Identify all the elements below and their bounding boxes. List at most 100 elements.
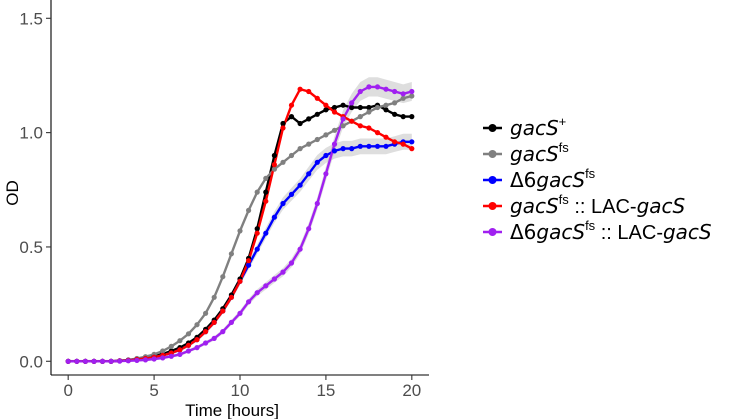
- data-point: [65, 358, 71, 364]
- data-point: [340, 102, 346, 108]
- data-point: [306, 88, 312, 95]
- legend-item: gacSfs: [483, 140, 569, 166]
- y-tick-label: 0.5: [19, 238, 43, 257]
- data-point: [99, 358, 106, 364]
- data-point: [383, 102, 389, 108]
- legend-key-point: [488, 176, 497, 184]
- data-point: [314, 136, 320, 143]
- data-point: [297, 120, 303, 127]
- data-point: [392, 100, 398, 106]
- data-point: [383, 86, 389, 92]
- data-point: [374, 143, 381, 149]
- data-point: [211, 294, 217, 300]
- data-point: [340, 123, 346, 129]
- data-point: [263, 175, 269, 181]
- legend-item: Δ6gacSfs :: LAC-gacS: [483, 218, 712, 244]
- data-point: [323, 107, 329, 113]
- x-axis-title: Time [hours]: [185, 401, 279, 419]
- data-point: [211, 335, 217, 341]
- data-point: [280, 120, 286, 127]
- data-point: [288, 191, 295, 197]
- data-point: [392, 111, 398, 117]
- legend-label: gacS+: [510, 114, 566, 140]
- data-point: [400, 91, 406, 97]
- legend-item: gacSfs :: LAC-gacS: [483, 192, 686, 218]
- data-point: [160, 348, 166, 354]
- data-point: [340, 116, 346, 122]
- data-point: [263, 189, 269, 195]
- series-line-3: [68, 88, 413, 363]
- x-tick-label: 20: [402, 381, 421, 400]
- x-tick-label: 10: [231, 381, 250, 400]
- data-point: [374, 130, 381, 136]
- data-point: [254, 246, 260, 252]
- data-point: [366, 143, 372, 149]
- legend-key-point: [488, 150, 497, 158]
- data-point: [185, 331, 192, 337]
- data-point: [211, 319, 217, 325]
- data-point: [288, 260, 295, 266]
- data-point: [409, 93, 415, 99]
- data-point: [177, 338, 183, 344]
- data-point: [220, 308, 226, 314]
- x-tick-label: 15: [316, 381, 335, 400]
- data-point: [306, 226, 312, 232]
- data-point: [323, 102, 329, 108]
- data-point: [297, 182, 303, 188]
- data-point: [185, 342, 192, 348]
- data-point: [288, 152, 295, 159]
- data-point: [220, 329, 226, 335]
- data-point: [228, 319, 234, 325]
- data-point: [185, 348, 192, 354]
- data-point: [357, 123, 363, 129]
- data-point: [271, 166, 277, 172]
- data-point: [271, 162, 277, 168]
- data-point: [288, 102, 295, 108]
- data-point: [349, 100, 355, 106]
- data-point: [246, 258, 252, 264]
- data-point: [374, 84, 381, 90]
- data-point: [288, 114, 295, 120]
- data-point: [314, 200, 320, 207]
- data-point: [168, 353, 174, 359]
- data-point: [323, 171, 329, 177]
- data-point: [400, 114, 406, 120]
- data-point: [271, 214, 277, 220]
- data-point: [297, 86, 303, 92]
- data-point: [237, 278, 243, 284]
- data-point: [297, 246, 303, 252]
- data-point: [357, 88, 363, 95]
- data-point: [383, 134, 389, 140]
- x-tick-label: 0: [63, 381, 72, 400]
- data-point: [306, 141, 312, 147]
- data-point: [357, 143, 363, 149]
- data-point: [331, 104, 338, 111]
- data-point: [349, 118, 355, 124]
- data-point: [383, 107, 389, 113]
- legend-label: Δ6gacSfs :: LAC-gacS: [510, 218, 712, 244]
- confidence-band-4: [68, 77, 412, 362]
- legend-label: gacSfs: [510, 140, 569, 166]
- data-point: [160, 355, 166, 361]
- data-point: [409, 139, 415, 145]
- data-point: [177, 351, 183, 357]
- legend-key-point: [488, 124, 497, 132]
- data-point: [331, 148, 338, 154]
- y-tick-label: 1.5: [19, 9, 43, 28]
- data-point: [263, 198, 269, 204]
- data-point: [220, 274, 226, 280]
- data-point: [117, 358, 123, 364]
- data-point: [366, 125, 372, 131]
- data-point: [203, 310, 209, 316]
- axes: 0 5 10 15 20 0.0 0.5 1.0 1.5: [19, 0, 429, 400]
- data-point: [280, 200, 286, 207]
- data-point: [349, 146, 355, 152]
- data-point: [306, 116, 312, 122]
- data-point: [228, 294, 234, 300]
- data-point: [280, 269, 286, 275]
- data-point: [194, 322, 200, 328]
- data-point: [237, 310, 243, 316]
- data-point: [409, 114, 415, 120]
- data-point: [357, 104, 363, 111]
